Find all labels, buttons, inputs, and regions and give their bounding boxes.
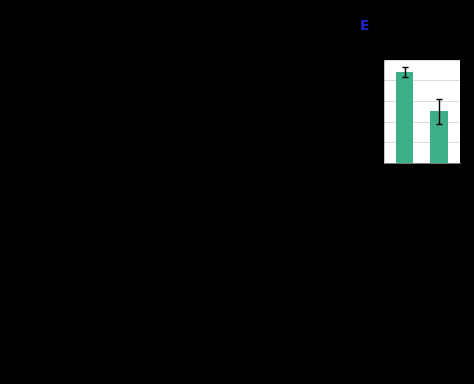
- Text: H3K9me3 at
F1 sat DNA: H3K9me3 at F1 sat DNA: [382, 19, 446, 41]
- Text: E: E: [360, 19, 370, 33]
- Bar: [430, 111, 448, 163]
- Bar: [396, 72, 413, 163]
- Y-axis label: %: %: [346, 106, 356, 117]
